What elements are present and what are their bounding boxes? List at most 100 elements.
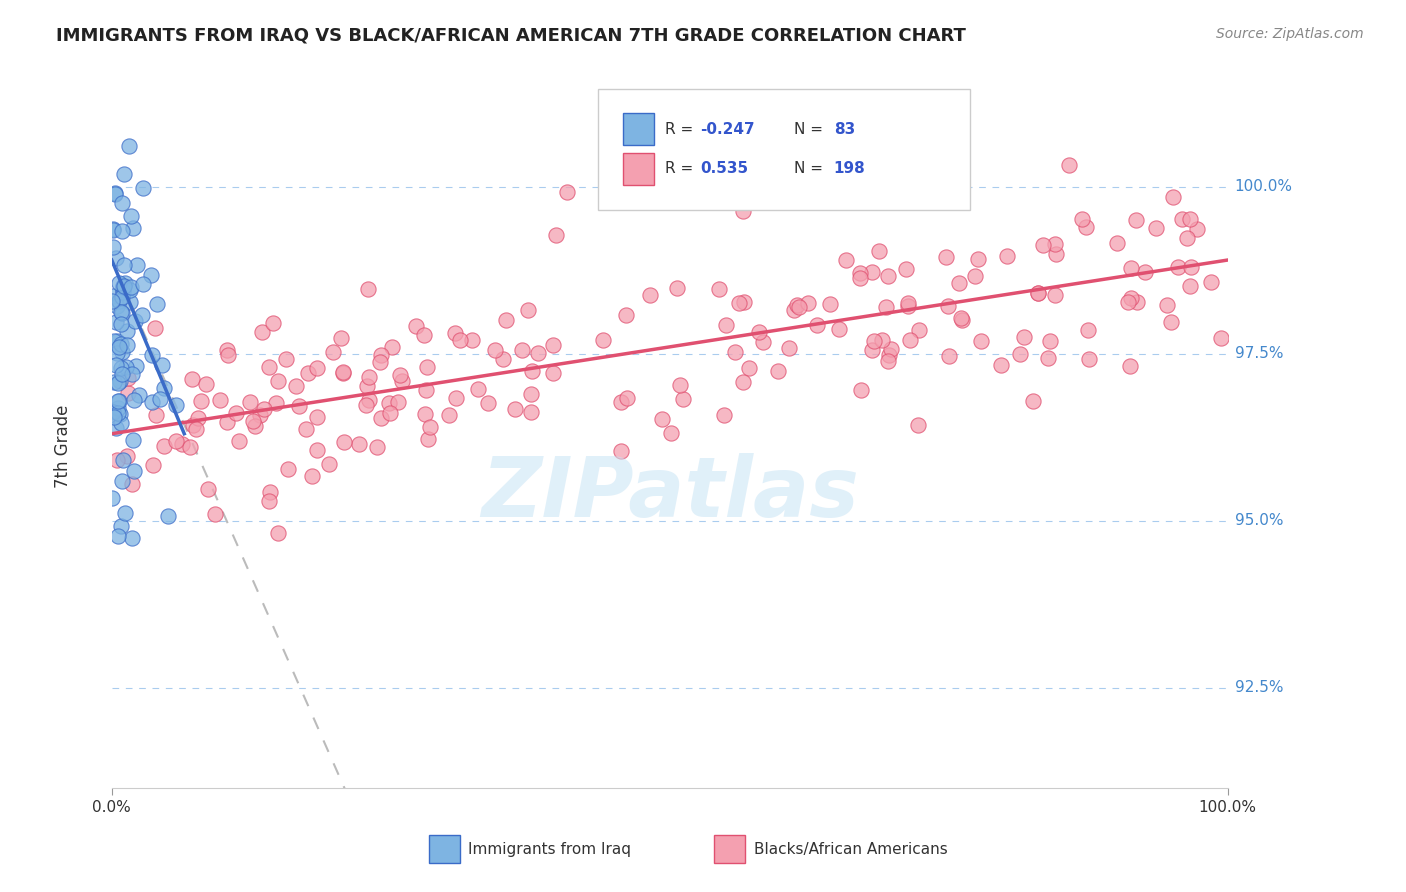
Point (616, 391, 638, 405)
Point (541, 337, 564, 351)
Point (152, 440, 174, 454)
Point (1039, 334, 1062, 349)
Point (387, 394, 409, 409)
Point (249, 408, 271, 422)
Point (225, 407, 247, 421)
Point (101, 223, 124, 237)
Point (141, 348, 163, 362)
Point (908, 323, 931, 337)
Point (297, 366, 319, 380)
Point (963, 268, 986, 283)
Text: 7th Grade: 7th Grade (55, 404, 72, 488)
Point (461, 333, 484, 347)
Point (125, 258, 148, 272)
Point (877, 268, 900, 283)
Point (1057, 158, 1080, 172)
Point (217, 348, 239, 362)
Point (1144, 221, 1167, 235)
Point (253, 402, 276, 417)
Point (370, 410, 392, 425)
Point (121, 367, 143, 381)
Point (245, 418, 267, 433)
Point (1043, 287, 1066, 301)
Point (512, 343, 534, 357)
Point (666, 281, 689, 295)
Point (330, 331, 353, 345)
Point (1121, 260, 1143, 275)
Point (301, 468, 323, 483)
Point (828, 322, 851, 336)
Point (257, 494, 280, 508)
Point (1180, 260, 1202, 274)
Point (111, 452, 134, 467)
Point (412, 328, 434, 343)
Point (209, 393, 232, 408)
Point (1178, 279, 1201, 293)
Point (1074, 219, 1097, 234)
Point (868, 244, 890, 258)
Point (145, 297, 167, 311)
Point (748, 325, 770, 339)
Point (112, 259, 135, 273)
Point (897, 299, 920, 313)
Point (110, 336, 132, 351)
Point (111, 368, 134, 382)
Point (121, 477, 143, 491)
Point (782, 303, 804, 318)
Point (165, 397, 187, 411)
Text: R =: R = (665, 161, 699, 176)
Point (1028, 286, 1050, 301)
Point (101, 222, 124, 236)
Point (936, 299, 959, 313)
Point (111, 306, 134, 320)
Point (1008, 346, 1031, 360)
Point (105, 421, 128, 435)
Point (880, 342, 903, 356)
Point (366, 440, 388, 454)
Point (391, 374, 413, 388)
Point (1180, 211, 1202, 226)
Point (724, 345, 747, 359)
Point (143, 320, 166, 334)
Point (948, 276, 970, 290)
Point (897, 296, 920, 310)
Point (120, 280, 142, 294)
Point (898, 334, 921, 348)
Point (416, 359, 439, 374)
Point (105, 452, 128, 467)
Point (519, 405, 541, 419)
Point (1076, 323, 1098, 337)
Point (1032, 238, 1054, 252)
Point (118, 284, 141, 298)
Point (437, 408, 460, 422)
Point (1125, 213, 1147, 227)
Text: Immigrants from Iraq: Immigrants from Iraq (468, 842, 631, 856)
Point (492, 351, 515, 366)
Point (117, 138, 139, 153)
Text: 0.535: 0.535 (700, 161, 748, 176)
Point (181, 417, 204, 432)
Point (356, 379, 378, 393)
Text: Blacks/African Americans: Blacks/African Americans (754, 842, 948, 856)
Point (907, 417, 929, 432)
Point (714, 318, 737, 333)
Point (733, 295, 755, 310)
Point (728, 296, 751, 310)
Point (614, 309, 637, 323)
Point (267, 525, 290, 540)
Point (285, 379, 308, 393)
Point (108, 394, 131, 409)
Point (527, 345, 550, 359)
Point (357, 282, 380, 296)
Point (875, 300, 897, 314)
Point (108, 294, 131, 309)
Point (112, 167, 135, 181)
Point (107, 406, 129, 420)
Point (1187, 222, 1209, 236)
Point (179, 440, 201, 454)
Point (990, 358, 1012, 372)
Point (239, 395, 262, 409)
Point (354, 398, 377, 412)
Point (259, 485, 281, 500)
Text: -0.247: -0.247 (700, 122, 755, 136)
